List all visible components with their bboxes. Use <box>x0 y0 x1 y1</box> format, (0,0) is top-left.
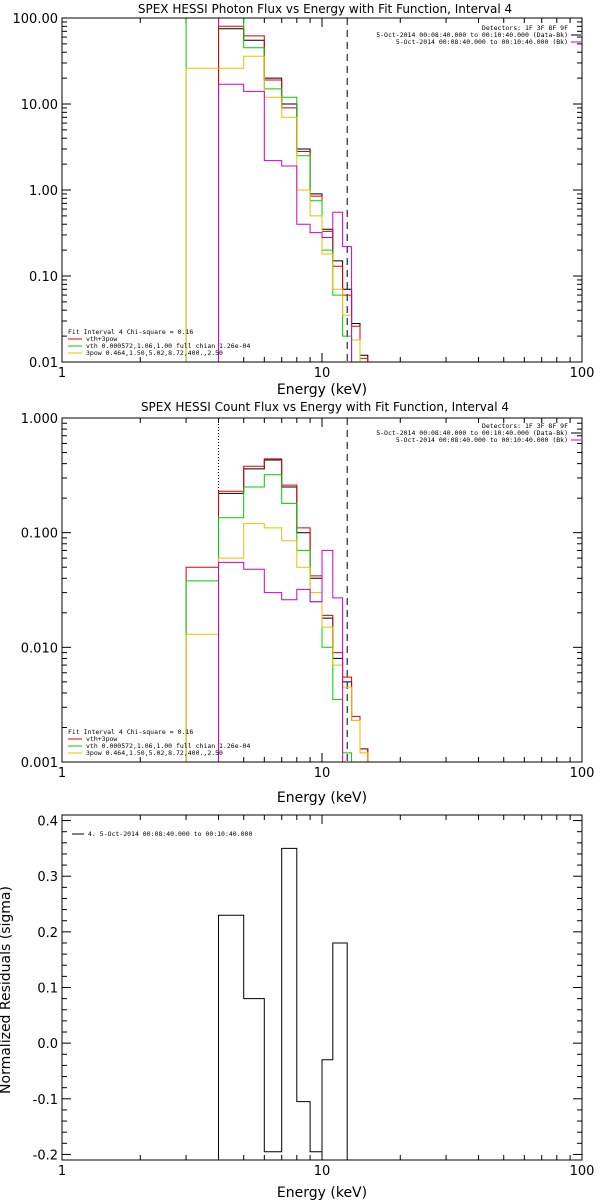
y-tick-label: -0.2 <box>33 1148 58 1163</box>
x-tick-label: 100 <box>570 766 595 781</box>
y-tick-label: 0.2 <box>37 926 58 941</box>
y-tick-label: 0.3 <box>37 870 58 885</box>
residuals-legend-0: 4. 5-Oct-2014 00:08:40.000 to 00:10:40.0… <box>88 830 252 838</box>
residuals-panel: Energy (keV) Normalized Residuals (sigma… <box>0 814 595 1200</box>
x-tick-label: 10 <box>314 766 331 781</box>
photon-flux-fit-legend-0: Fit Interval 4 Chi-square = 0.16 <box>68 328 193 336</box>
x-tick-label: 1 <box>58 366 66 381</box>
series-4-step-line <box>218 83 353 362</box>
count-flux-legend-top-0: Detectors: 1F 3F 8F 9F <box>482 422 568 430</box>
photon-flux-xlabel: Energy (keV) <box>277 382 367 398</box>
residuals-plot-area: 1 10 100 -0.2 -0.1 0.0 0.1 0.2 0.3 0.4 <box>33 814 595 1179</box>
photon-flux-fit-legend-1: vth+3pow <box>86 335 117 343</box>
count-flux-panel: SPEX HESSI Count Flux vs Energy with Fit… <box>21 400 595 806</box>
photon-flux-fit-legend-2: vth 0.000572,1.06,1.00 full chian 1.26e-… <box>86 342 250 350</box>
series-0-step-line <box>218 28 369 362</box>
photon-flux-title: SPEX HESSI Photon Flux vs Energy with Fi… <box>138 2 512 16</box>
residuals-xlabel: Energy (keV) <box>277 1185 367 1200</box>
series-0-step-line <box>218 847 348 1160</box>
count-flux-legend-top-1: 5-Oct-2014 00:08:40.000 to 00:10:40.000 … <box>376 429 568 437</box>
x-tick-label: 1 <box>58 1164 66 1179</box>
count-flux-fit-legend-1: vth+3pow <box>86 735 117 743</box>
y-tick-label: 1.00 <box>29 184 58 199</box>
photon-flux-fit-legend-3: 3pow 0.464,1.50,5.02,8.72,400.,2.50 <box>86 349 223 357</box>
y-tick-label: 0.100 <box>21 527 58 542</box>
count-flux-fit-legend-2: vth 0.000572,1.06,1.00 full chian 1.26e-… <box>86 742 250 750</box>
count-flux-xlabel: Energy (keV) <box>277 790 367 806</box>
x-tick-label: 10 <box>314 366 331 381</box>
count-flux-fit-legend-3: 3pow 0.464,1.50,5.02,8.72,400.,2.50 <box>86 749 223 757</box>
count-flux-title: SPEX HESSI Count Flux vs Energy with Fit… <box>141 400 509 414</box>
plot-frame <box>61 17 583 363</box>
series-3-step-line <box>185 523 369 762</box>
plot-frame <box>61 417 583 763</box>
y-tick-label: 0.4 <box>37 815 58 830</box>
photon-flux-legend-top-2: 5-Oct-2014 00:08:40.000 to 00:10:40.000 … <box>396 38 568 46</box>
x-tick-label: 100 <box>570 1164 595 1179</box>
photon-flux-plot-area: 1 10 100 0.01 0.10 1.00 10.00 100.00 <box>13 12 595 381</box>
y-tick-label: 0.010 <box>21 641 58 656</box>
x-tick-label: 100 <box>570 366 595 381</box>
series-1-step-line <box>218 25 369 362</box>
y-tick-label: 100.00 <box>13 12 59 27</box>
photon-flux-legend-top-0: Detectors: 1F 3F 8F 9F <box>482 24 568 32</box>
y-tick-label: -0.1 <box>33 1093 58 1108</box>
count-flux-legend-top-2: 5-Oct-2014 00:08:40.000 to 00:10:40.000 … <box>396 436 568 444</box>
y-tick-label: 10.00 <box>21 98 58 113</box>
photon-flux-legend-top-1: 5-Oct-2014 00:08:40.000 to 00:10:40.000 … <box>376 31 568 39</box>
y-tick-label: 0.0 <box>37 1037 58 1052</box>
series-2-step-line <box>185 474 353 762</box>
plot-frame <box>61 814 583 1161</box>
photon-flux-panel: SPEX HESSI Photon Flux vs Energy with Fi… <box>13 2 595 398</box>
count-flux-plot-area: 1 10 100 0.001 0.010 0.100 1.000 <box>21 412 595 781</box>
series-4-step-line <box>218 549 344 762</box>
x-tick-label: 1 <box>58 766 66 781</box>
x-tick-label: 10 <box>314 1164 331 1179</box>
y-tick-label: 0.10 <box>29 270 58 285</box>
count-flux-fit-legend-0: Fit Interval 4 Chi-square = 0.16 <box>68 728 193 736</box>
y-tick-label: 0.001 <box>21 756 58 771</box>
residuals-ylabel: Normalized Residuals (sigma) <box>0 886 14 1094</box>
y-tick-label: 1.000 <box>21 412 58 427</box>
y-tick-label: 0.1 <box>37 982 58 997</box>
y-tick-label: 0.01 <box>29 356 58 371</box>
